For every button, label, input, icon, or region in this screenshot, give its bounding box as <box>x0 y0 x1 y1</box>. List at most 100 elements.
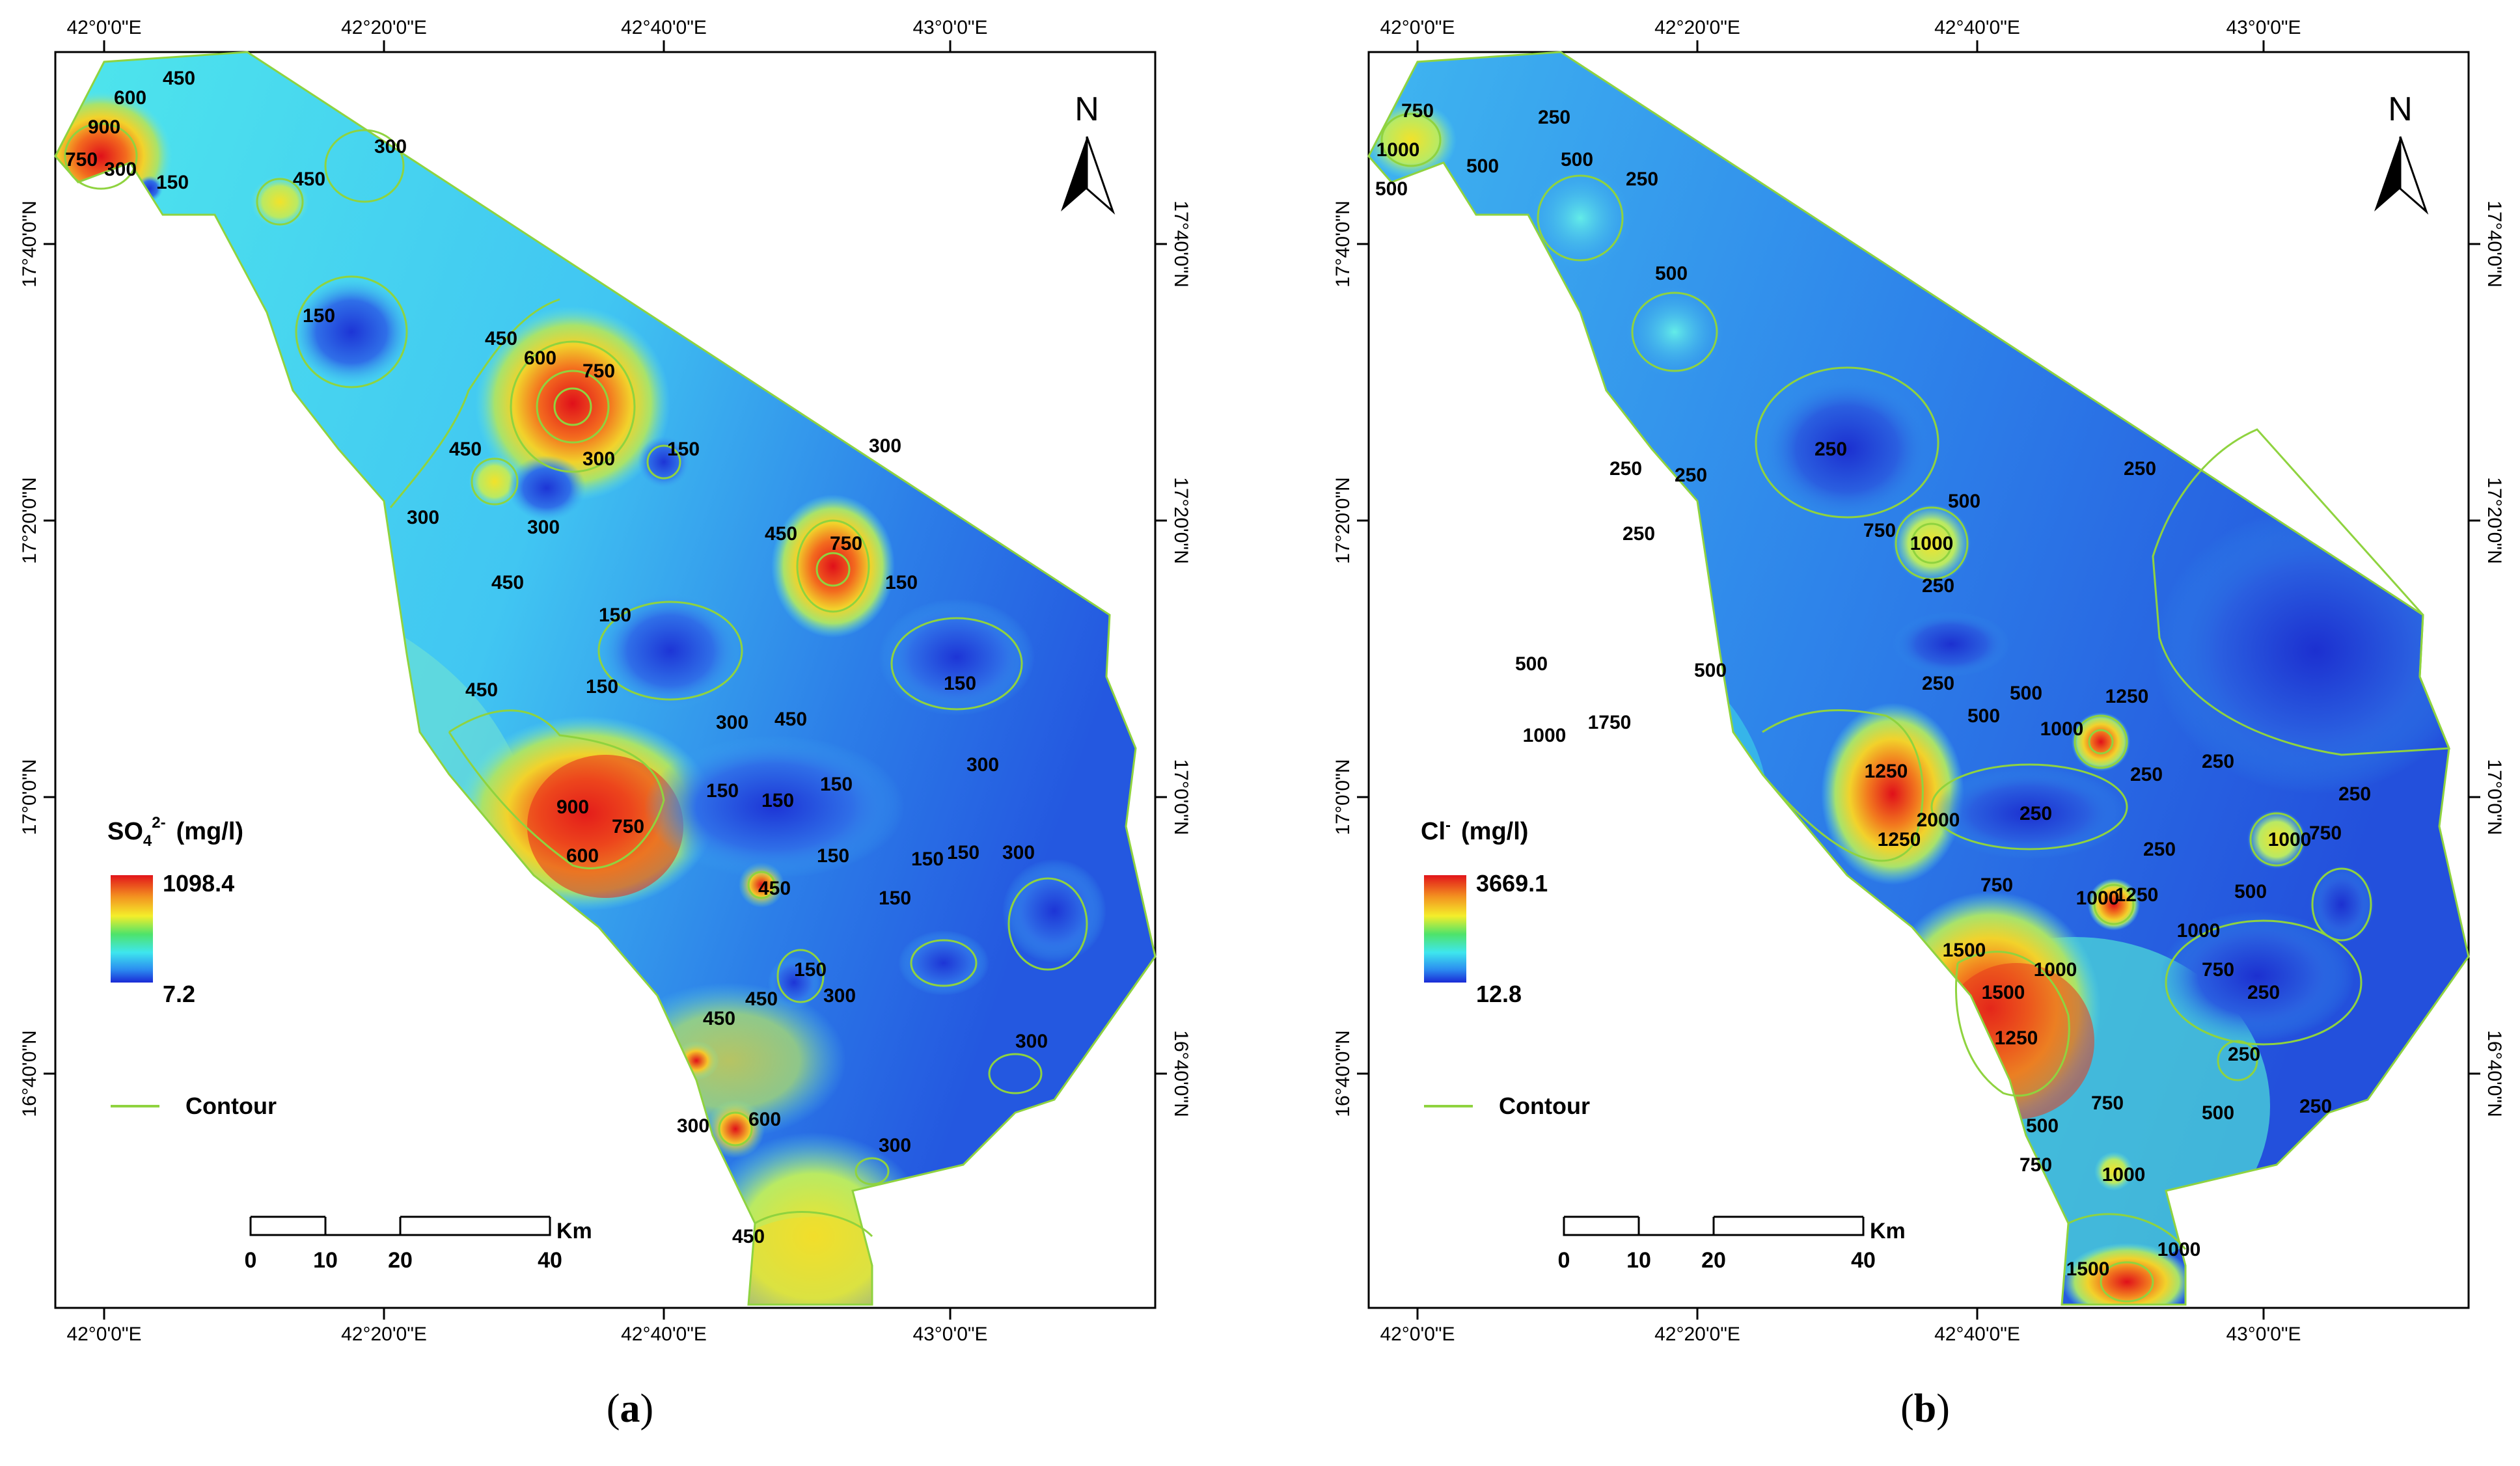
contour-label: 250 <box>1626 169 1658 190</box>
legend-title: SO42- (mg/l) <box>107 814 243 850</box>
contour-label: 300 <box>823 985 856 1007</box>
contour-label: 1000 <box>2076 888 2120 909</box>
lon-label-top: 43°0'0"E <box>912 17 987 38</box>
contour-label: 500 <box>2010 683 2042 704</box>
contour-label: 450 <box>449 439 482 460</box>
contour-label: 450 <box>745 988 778 1010</box>
contour-label: 750 <box>2020 1154 2052 1176</box>
contour-label: 500 <box>1466 156 1499 177</box>
lat-label-left: 16°40'0"N <box>19 1030 40 1117</box>
scale-tick: 40 <box>1851 1248 1876 1273</box>
graticule-ticks <box>1357 40 2480 1320</box>
contour-label: 150 <box>820 774 853 795</box>
lat-label-left: 17°20'0"N <box>19 477 40 563</box>
contour-label: 500 <box>1375 178 1408 200</box>
contour-label: 450 <box>485 328 517 349</box>
contour-label: 500 <box>1655 263 1688 284</box>
contour-label: 150 <box>156 172 189 193</box>
contour-label: 250 <box>2338 783 2371 805</box>
contour-label: 1000 <box>1910 533 1954 554</box>
contour-label: 150 <box>944 673 976 694</box>
scale-tick: 0 <box>245 1248 257 1273</box>
contour-label: 150 <box>879 888 911 909</box>
contour-label: 600 <box>748 1109 781 1130</box>
contour-label: 150 <box>947 842 979 863</box>
lon-label-top: 42°40'0"E <box>621 17 707 38</box>
contour-label: 250 <box>2202 751 2234 772</box>
graticule-ticks <box>44 40 1167 1320</box>
lat-label-right: 17°20'0"N <box>1170 477 1192 563</box>
contour-label: 450 <box>163 68 195 89</box>
contour-label: 750 <box>582 360 615 382</box>
contour-label: 450 <box>465 679 498 701</box>
contour-label: 450 <box>765 523 797 545</box>
lat-label-left: 17°0'0"N <box>19 759 40 835</box>
contour-label: 250 <box>1675 465 1707 486</box>
contour-label: 900 <box>88 116 120 138</box>
north-arrow-icon: N <box>2374 90 2429 215</box>
contour-label: 1000 <box>1523 725 1567 746</box>
longitude-labels: 42°0'0"E 42°20'0"E 42°40'0"E 43°0'0"E 42… <box>1380 17 2301 1345</box>
latitude-labels: 17°40'0"N 17°20'0"N 17°0'0"N 16°40'0"N 1… <box>1332 200 2505 1117</box>
lon-label-bottom: 42°20'0"E <box>341 1323 427 1345</box>
lon-label-top: 42°20'0"E <box>341 17 427 38</box>
contour-label: 450 <box>732 1226 765 1247</box>
lon-label-top: 42°0'0"E <box>66 17 141 38</box>
lat-label-left: 16°40'0"N <box>1332 1030 1354 1117</box>
contour-label: 1750 <box>1588 712 1632 733</box>
contour-label: 500 <box>1561 149 1593 170</box>
contour-label: 1000 <box>2157 1239 2201 1260</box>
legend-color-ramp <box>111 875 153 983</box>
contour-label: 300 <box>527 517 560 538</box>
contour-label: 600 <box>114 87 146 109</box>
legend-color-ramp <box>1424 875 1466 983</box>
contour-label: 300 <box>677 1115 709 1137</box>
longitude-labels: 42°0'0"E 42°20'0"E 42°40'0"E 43°0'0"E 42… <box>66 17 987 1345</box>
lat-label-right: 17°0'0"N <box>1170 759 1192 835</box>
contour-label: 450 <box>774 709 807 730</box>
contour-label: 150 <box>817 845 849 867</box>
scale-bar: 0 10 20 40 Km <box>245 1215 592 1273</box>
legend-contour-label: Contour <box>1499 1093 1590 1119</box>
lat-label-left: 17°40'0"N <box>1332 200 1354 287</box>
lon-label-bottom: 42°40'0"E <box>621 1323 707 1345</box>
contour-label: 1500 <box>2066 1258 2110 1280</box>
latitude-labels: 17°40'0"N 17°20'0"N 17°0'0"N 16°40'0"N 1… <box>19 200 1192 1117</box>
north-label: N <box>2388 90 2413 128</box>
contour-label: 250 <box>1922 673 1954 694</box>
scale-tick: 40 <box>538 1248 562 1273</box>
contour-label: 250 <box>2130 764 2163 785</box>
lon-label-bottom: 43°0'0"E <box>2226 1323 2301 1345</box>
lon-label-bottom: 42°0'0"E <box>1380 1323 1455 1345</box>
contour-label: 1000 <box>2040 718 2084 740</box>
contour-label: 1250 <box>2115 884 2159 906</box>
map-panel-b: 750 1000 500 250 500 250 500 500 250 250… <box>1313 0 2520 1466</box>
contour-label: 1000 <box>2034 959 2077 981</box>
contour-label: 300 <box>104 159 137 180</box>
contour-label: 750 <box>1980 875 2013 896</box>
contour-label: 250 <box>1922 575 1954 597</box>
map-panel-a: 900 750 300 600 450 150 450 300 150 450 … <box>19 17 1192 1431</box>
contour-label: 150 <box>706 780 739 802</box>
contour-label: 750 <box>1401 100 1434 122</box>
north-arrow-icon: N <box>1061 90 1116 215</box>
contour-label: 300 <box>716 712 748 733</box>
contour-label: 1000 <box>2268 829 2312 850</box>
cl-legend: Cl- (mg/l) 3669.1 12.8 Contour <box>1421 817 1590 1119</box>
legend-max: 3669.1 <box>1476 870 1548 897</box>
lat-label-right: 16°40'0"N <box>2484 1030 2505 1117</box>
lat-label-right: 17°20'0"N <box>2484 477 2505 563</box>
contour-label: 150 <box>303 305 335 327</box>
panel-caption: (a) <box>606 1387 654 1431</box>
lat-label-right: 17°0'0"N <box>2484 759 2505 835</box>
contour-label: 1500 <box>1982 982 2025 1003</box>
panel-caption: (b) <box>1900 1387 1950 1431</box>
contour-label: 450 <box>703 1008 735 1029</box>
contour-label: 450 <box>293 169 325 190</box>
contour-label: 150 <box>761 790 794 811</box>
scale-tick: 10 <box>313 1248 338 1273</box>
contour-label: 750 <box>65 149 98 170</box>
contour-label: 1250 <box>1995 1027 2038 1049</box>
lon-label-bottom: 42°40'0"E <box>1934 1323 2020 1345</box>
contour-label: 250 <box>2247 982 2280 1003</box>
